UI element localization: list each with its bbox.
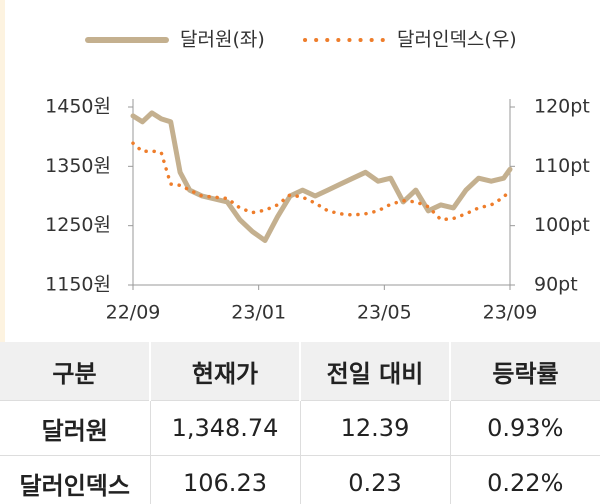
cell: 106.23 <box>149 455 300 504</box>
cell: 달러인덱스 <box>0 455 150 504</box>
chart: 1150원 1250원 1350원 1450원 90pt 100pt 110pt 120pt 2… <box>0 0 590 342</box>
header-cell: 등락률 <box>449 342 600 401</box>
x-tick-label: 23/09 <box>483 302 538 324</box>
legend-label: 달러원(좌) <box>180 29 265 51</box>
cell: 0.23 <box>299 455 450 504</box>
cell: 12.39 <box>299 400 450 456</box>
y-tick-label: 1350원 <box>45 155 111 177</box>
y-tick-label: 1150원 <box>45 274 111 296</box>
y2-tick-label: 110pt <box>534 155 590 177</box>
row: 달러인덱스 106.23 0.23 0.22% <box>0 455 600 504</box>
x-tick-label: 23/05 <box>357 302 412 324</box>
y-tick-label: 1250원 <box>45 214 111 236</box>
legend-label: 달러인덱스(우) <box>397 29 517 51</box>
row: 달러원 1,348.74 12.39 0.93% <box>0 400 600 456</box>
x-tick-label: 22/09 <box>106 302 161 324</box>
series-line <box>130 110 513 243</box>
table: 구분 현재가 전일 대비 등락률 달러원 1,348.74 12.39 0.93… <box>0 342 600 504</box>
x-tick-label: 23/01 <box>231 302 286 324</box>
side-strip <box>0 0 5 342</box>
y2-tick-label: 120pt <box>534 96 590 118</box>
y2-tick-label: 100pt <box>534 214 590 236</box>
cell: 0.93% <box>449 400 600 456</box>
y-tick-label: 1450원 <box>45 96 111 118</box>
cell: 달러원 <box>0 400 150 456</box>
header-cell: 전일 대비 <box>299 342 450 401</box>
header-cell: 현재가 <box>149 342 300 401</box>
header-row: 구분 현재가 전일 대비 등락률 <box>0 342 600 401</box>
cell: 0.22% <box>449 455 600 504</box>
y2-tick-label: 90pt <box>534 274 578 296</box>
cell: 1,348.74 <box>149 400 300 456</box>
header-cell: 구분 <box>0 342 150 401</box>
